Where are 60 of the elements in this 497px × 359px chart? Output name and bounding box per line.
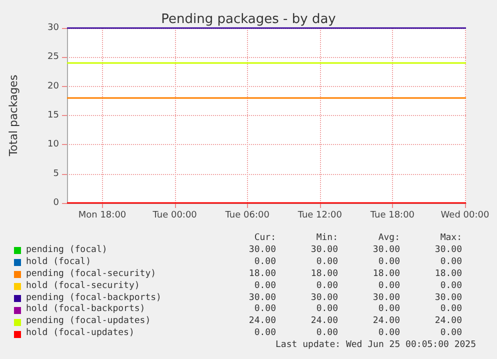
text: 30.00: [248, 292, 276, 304]
legend-label: pending (focal-updates): [26, 316, 152, 328]
text: 0.00: [377, 328, 400, 340]
y-axis-title: Total packages: [7, 74, 20, 158]
chart-title: Pending packages - by day: [161, 12, 336, 27]
y-tick-label: 10: [48, 140, 60, 150]
text: 0.00: [315, 280, 338, 293]
text: 30.00: [248, 244, 276, 257]
text: 18.00: [310, 268, 338, 281]
legend-label: pending (focal-backports): [26, 292, 162, 304]
x-tick-label: Mon 18:00: [78, 210, 126, 220]
text: 0.00: [439, 256, 462, 269]
text: 30.00: [434, 292, 462, 304]
text: Avg:: [377, 233, 400, 245]
text: Last update: Wed Jun 25 00:05:00 2025: [274, 340, 476, 352]
text: 0.00: [315, 256, 338, 269]
text: 30.00: [372, 292, 400, 304]
text: 0.00: [253, 256, 276, 269]
text: 0.00: [439, 304, 462, 316]
y-tick-label: 5: [53, 168, 59, 179]
legend-label: hold (focal): [26, 256, 92, 269]
text: 30.00: [372, 244, 400, 257]
text: 30.00: [310, 292, 338, 304]
text: 0.00: [377, 256, 400, 269]
x-tick-label: Tue 06:00: [224, 210, 270, 220]
legend-label: hold (focal-security): [26, 280, 141, 293]
y-tick-label: 15: [48, 110, 59, 120]
text: 0.00: [315, 328, 338, 340]
text: 24.00: [248, 316, 276, 328]
x-tick-label: Tue 18:00: [369, 210, 415, 220]
text: 30.00: [310, 244, 338, 257]
x-tick-label: Tue 12:00: [296, 210, 342, 220]
text: Max:: [439, 233, 462, 245]
legend-label: hold (focal-updates): [26, 328, 136, 340]
text: 0.00: [253, 280, 276, 293]
text: 0.00: [253, 304, 276, 316]
text: 30.00: [434, 244, 462, 257]
text: 18.00: [434, 268, 462, 281]
x-tick-label: Tue 00:00: [152, 210, 198, 220]
legend-label: pending (focal-security): [26, 268, 158, 281]
legend-label: hold (focal-backports): [26, 304, 146, 316]
text: 0.00: [439, 328, 462, 340]
text: 24.00: [310, 316, 338, 328]
text: 0.00: [439, 280, 462, 293]
y-tick-label: 0: [53, 198, 60, 208]
y-tick-label: 20: [48, 81, 60, 92]
x-tick-label: Wed 00:00: [440, 210, 490, 220]
text: 0.00: [315, 304, 338, 316]
text: Min:: [315, 233, 338, 245]
text: 18.00: [248, 268, 276, 281]
text: 24.00: [434, 316, 462, 328]
y-tick-label: 30: [48, 23, 60, 33]
text: 0.00: [253, 328, 276, 340]
text: 18.00: [372, 268, 400, 281]
text: 0.00: [377, 304, 400, 316]
text: 0.00: [377, 280, 400, 293]
legend-label: pending (focal): [26, 244, 108, 257]
y-tick-label: 25: [48, 52, 59, 62]
text: 24.00: [372, 316, 400, 328]
text: Cur:: [253, 233, 276, 245]
